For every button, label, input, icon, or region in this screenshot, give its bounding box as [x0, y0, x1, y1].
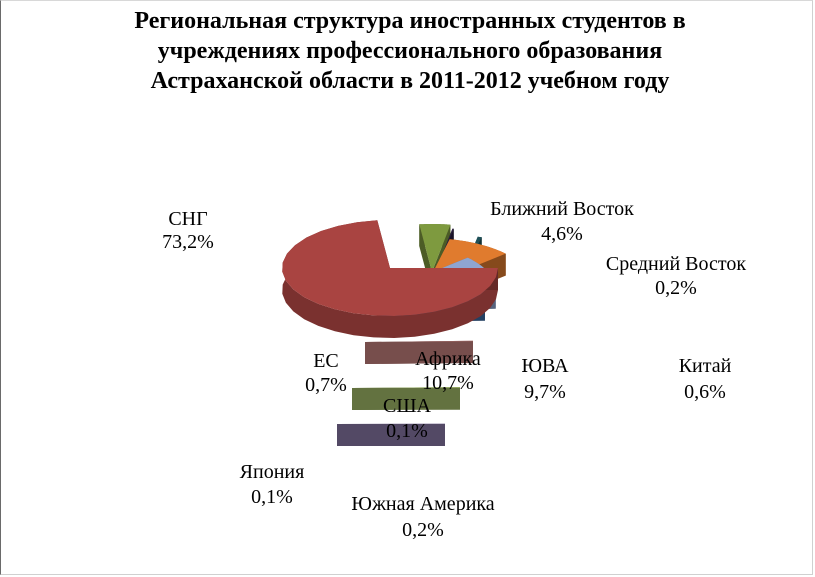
data-label-category-9: Япония: [240, 461, 305, 483]
data-label-value-3: 0,6%: [684, 381, 726, 403]
data-label-category-6: ЕС: [313, 350, 339, 372]
slice-8-wall-1: [352, 387, 460, 410]
slice-9: [337, 423, 445, 446]
data-label-category-2: Средний Восток: [606, 253, 746, 275]
data-label-value-7: 0,1%: [386, 420, 428, 442]
slice-8: [352, 387, 460, 410]
chart-title: Региональная структура иностранных студе…: [60, 6, 760, 96]
data-label-category-1: Ближний Восток: [490, 198, 634, 220]
data-label-value-0: 73,2%: [162, 231, 214, 253]
data-label-value-4: 9,7%: [524, 381, 566, 403]
data-label-category-5: Африка: [415, 348, 481, 370]
slice-0: [282, 220, 498, 338]
chart-title-line-1: Региональная структура иностранных студе…: [134, 8, 686, 34]
data-label-category-8: Южная Америка: [351, 493, 494, 515]
slice-1-top: [419, 224, 451, 272]
slice-9-wall-1: [337, 424, 445, 446]
data-label-value-5: 10,7%: [422, 372, 474, 394]
data-label-value-6: 0,7%: [305, 374, 347, 396]
data-label-value-8: 0,2%: [402, 519, 444, 541]
slice-7: [365, 340, 473, 364]
data-label-category-7: США: [383, 395, 432, 417]
data-label-category-3: Китай: [679, 355, 732, 377]
chart-title-line-3: Астраханской области в 2011-2012 учебном…: [150, 68, 670, 94]
chart-title-line-2: учреждениях профессионального образовани…: [157, 38, 663, 64]
slice-0-top: [282, 220, 498, 316]
slice-7-wall-1: [365, 341, 473, 364]
data-label-category-0: СНГ: [168, 208, 207, 230]
data-label-category-4: ЮВА: [521, 355, 569, 377]
data-label-value-2: 0,2%: [655, 277, 697, 299]
data-label-value-1: 4,6%: [541, 223, 583, 245]
data-label-value-9: 0,1%: [251, 486, 293, 508]
slice-8-top: [352, 387, 460, 388]
slice-7-top: [365, 340, 473, 342]
